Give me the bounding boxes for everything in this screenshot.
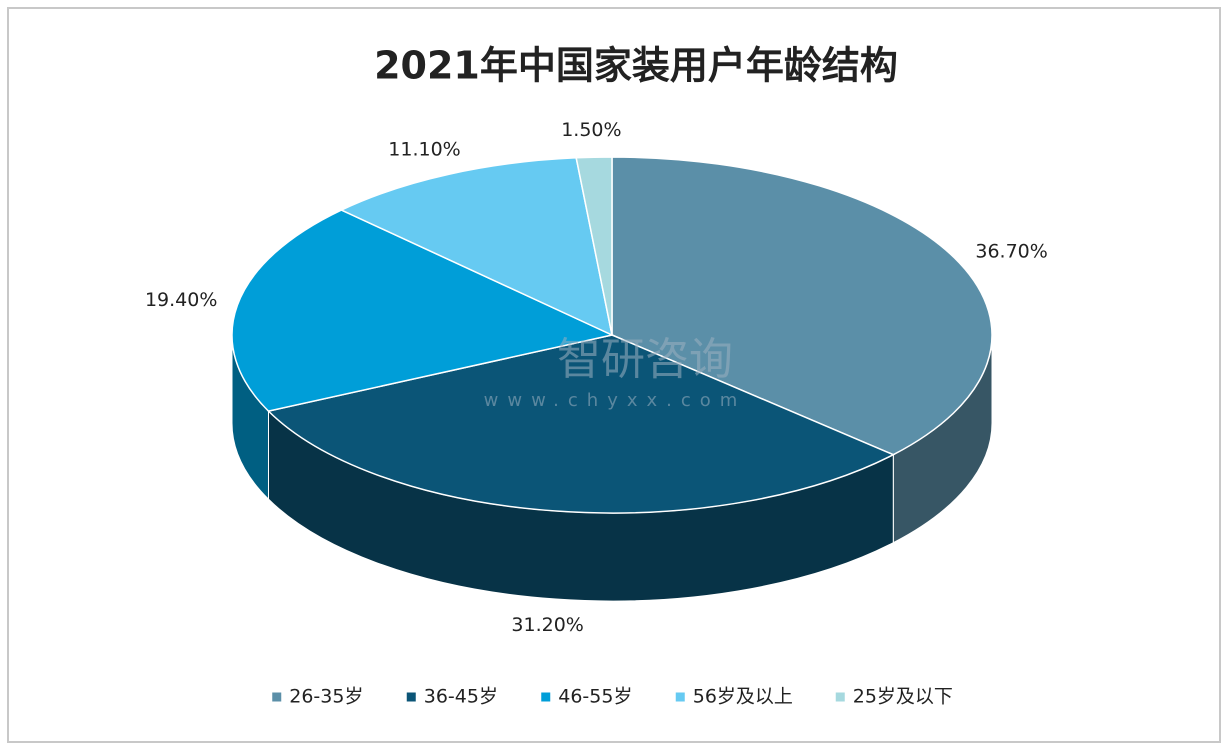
slice <box>266 334 896 514</box>
legend-swatch <box>835 692 845 702</box>
pie <box>231 156 993 602</box>
legend-label: 46-55岁 <box>558 686 632 708</box>
legend-swatch <box>541 692 551 702</box>
slice <box>339 157 614 337</box>
legend-label: 56岁及以上 <box>693 686 793 708</box>
legend-label: 26-35岁 <box>289 686 363 708</box>
value-label: 31.20% <box>511 614 583 636</box>
value-label: 19.40% <box>145 289 217 311</box>
chart-title: 2021年中国家装用户年龄结构 <box>374 44 898 88</box>
watermark: 智研咨询 <box>557 334 733 385</box>
legend-swatch <box>406 692 416 702</box>
slice <box>575 156 613 336</box>
legend-swatch <box>675 692 685 702</box>
slice <box>611 156 993 456</box>
value-label: 36.70% <box>975 241 1047 263</box>
legend-label: 25岁及以下 <box>853 686 953 708</box>
legend-label: 36-45岁 <box>424 686 498 708</box>
value-label: 11.10% <box>388 139 460 161</box>
slice <box>231 209 615 412</box>
value-label: 1.50% <box>561 119 621 141</box>
watermark-url: www.chyxx.com <box>484 390 747 411</box>
legend-swatch <box>272 692 282 702</box>
